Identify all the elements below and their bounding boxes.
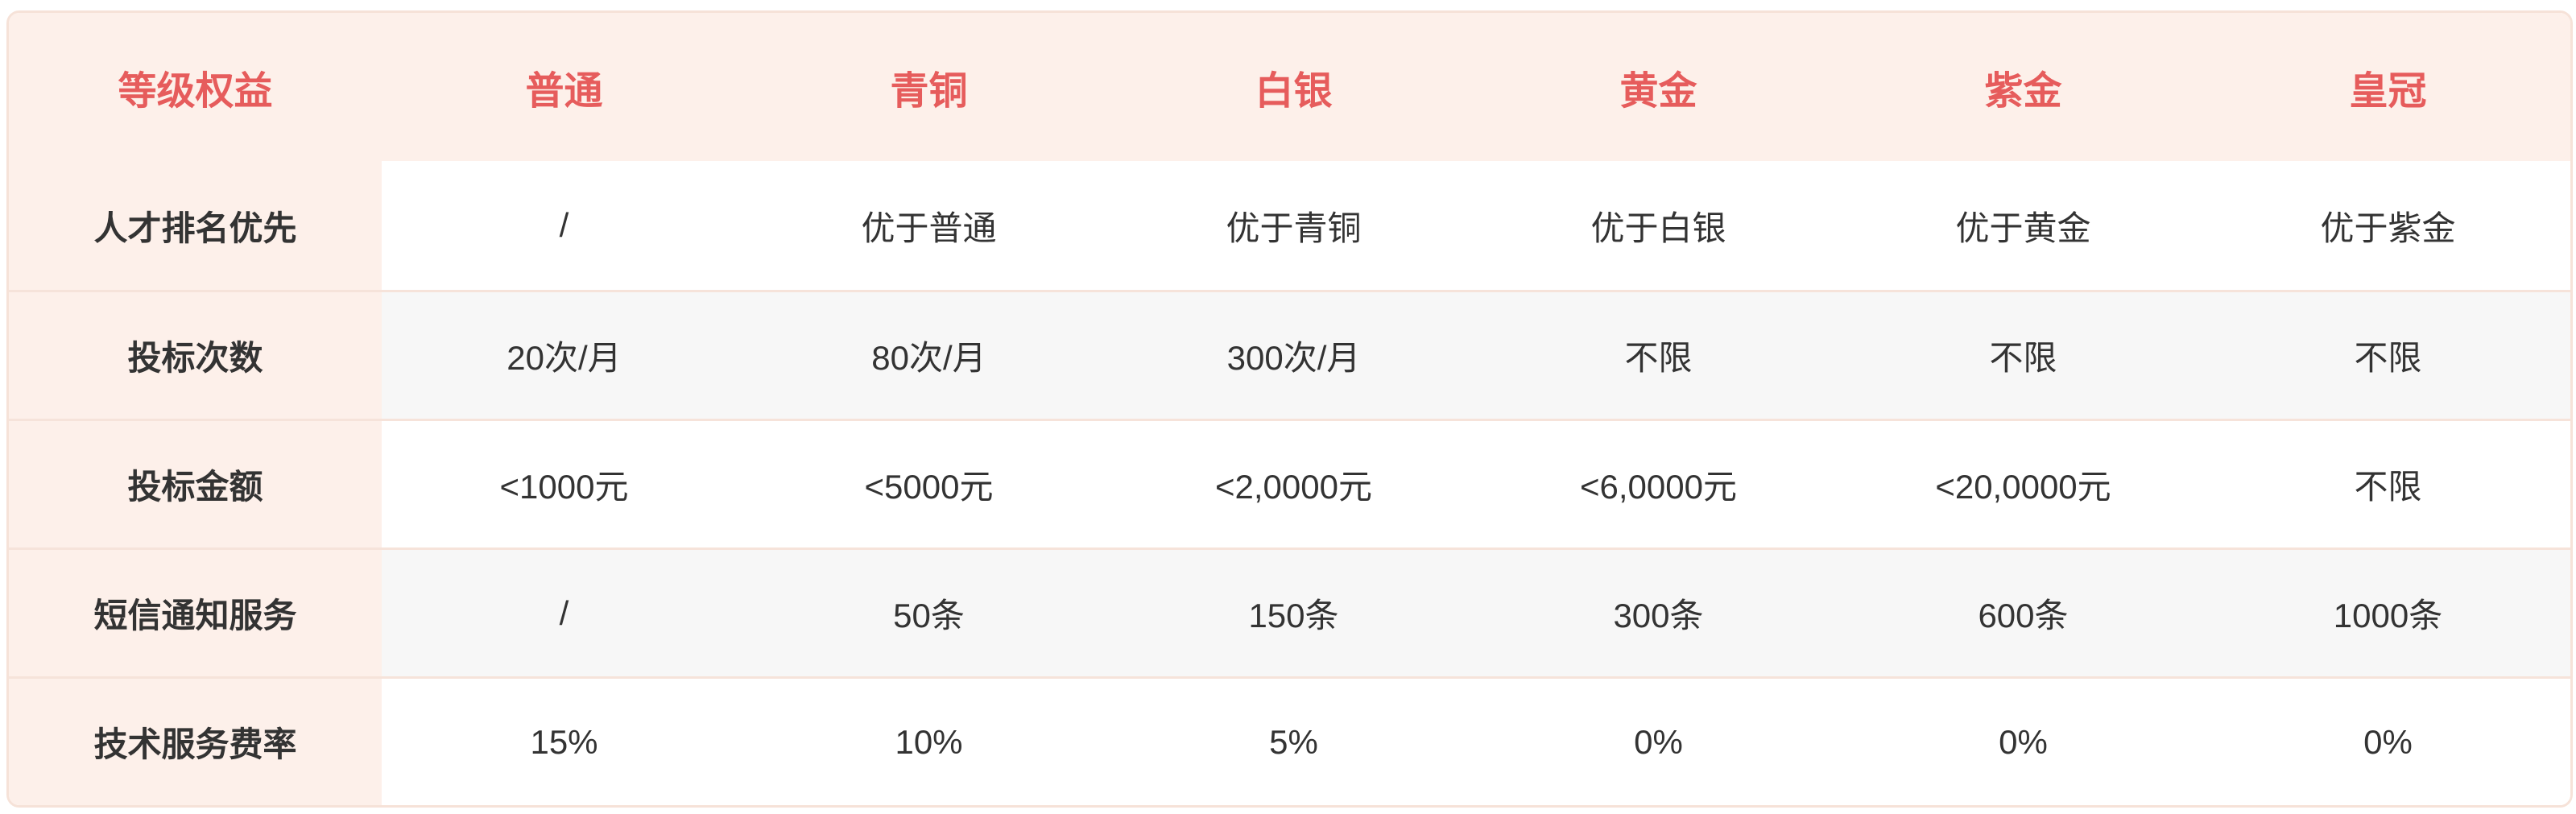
table-cell: 不限 bbox=[2206, 290, 2570, 419]
row-label-bid-amount: 投标金额 bbox=[9, 419, 382, 547]
table-cell: 80次/月 bbox=[746, 290, 1111, 419]
table-cell: 不限 bbox=[1841, 290, 2206, 419]
table-cell: 0% bbox=[2206, 676, 2570, 805]
table-cell: <1000元 bbox=[382, 419, 746, 547]
row-label-service-fee-rate: 技术服务费率 bbox=[9, 676, 382, 805]
header-tier-huangjin: 黄金 bbox=[1476, 13, 1841, 161]
table-cell: <5000元 bbox=[746, 419, 1111, 547]
table-cell: 50条 bbox=[746, 547, 1111, 676]
header-tier-putong: 普通 bbox=[382, 13, 746, 161]
table-cell: <20,0000元 bbox=[1841, 419, 2206, 547]
table-cell: 优于普通 bbox=[746, 161, 1111, 290]
benefits-table: 等级权益 普通 青铜 白银 黄金 紫金 皇冠 人才排名优先 / 优于普通 优于青… bbox=[6, 10, 2573, 808]
table-cell: 优于黄金 bbox=[1841, 161, 2206, 290]
header-tier-qingtong: 青铜 bbox=[746, 13, 1111, 161]
table-cell: 300条 bbox=[1476, 547, 1841, 676]
table-cell: 300次/月 bbox=[1111, 290, 1476, 419]
header-tier-huangguan: 皇冠 bbox=[2206, 13, 2570, 161]
table-cell: 10% bbox=[746, 676, 1111, 805]
row-label-talent-ranking: 人才排名优先 bbox=[9, 161, 382, 290]
table-cell: 0% bbox=[1476, 676, 1841, 805]
table-cell: <2,0000元 bbox=[1111, 419, 1476, 547]
table-cell: 150条 bbox=[1111, 547, 1476, 676]
header-tier-baiyin: 白银 bbox=[1111, 13, 1476, 161]
header-benefit-column: 等级权益 bbox=[9, 13, 382, 161]
table-cell: / bbox=[382, 161, 746, 290]
row-label-bid-count: 投标次数 bbox=[9, 290, 382, 419]
table-cell: <6,0000元 bbox=[1476, 419, 1841, 547]
table-cell: 不限 bbox=[2206, 419, 2570, 547]
table-cell: 优于紫金 bbox=[2206, 161, 2570, 290]
table-cell: 不限 bbox=[1476, 290, 1841, 419]
table-cell: 600条 bbox=[1841, 547, 2206, 676]
table-cell: 20次/月 bbox=[382, 290, 746, 419]
table-cell: 优于白银 bbox=[1476, 161, 1841, 290]
table-cell: 15% bbox=[382, 676, 746, 805]
table-cell: 优于青铜 bbox=[1111, 161, 1476, 290]
table-cell: 0% bbox=[1841, 676, 2206, 805]
table-cell: 1000条 bbox=[2206, 547, 2570, 676]
row-label-sms-service: 短信通知服务 bbox=[9, 547, 382, 676]
table-cell: / bbox=[382, 547, 746, 676]
header-tier-zijin: 紫金 bbox=[1841, 13, 2206, 161]
table-cell: 5% bbox=[1111, 676, 1476, 805]
